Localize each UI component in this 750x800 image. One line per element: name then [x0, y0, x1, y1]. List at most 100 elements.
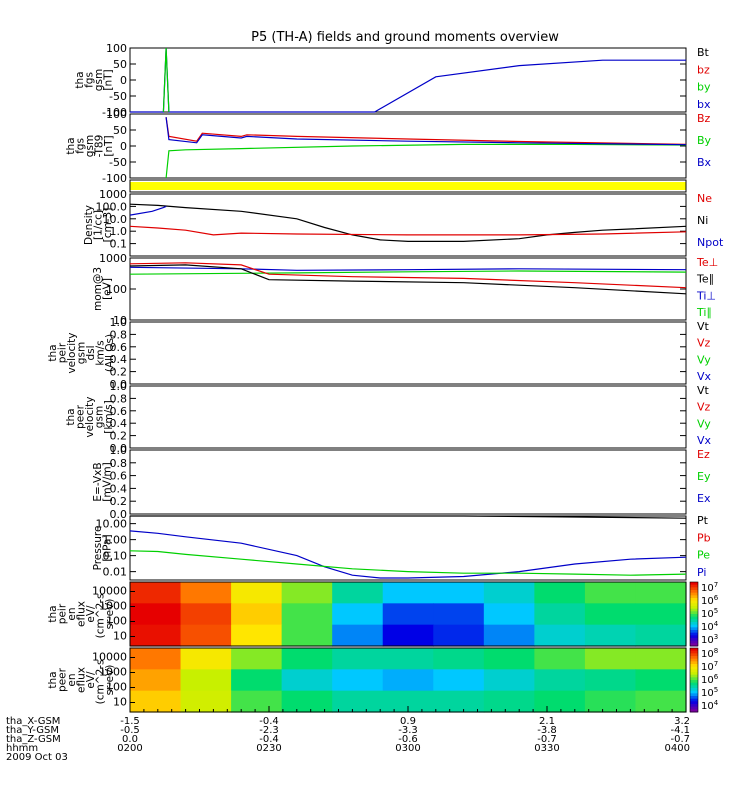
heatmap-cell [433, 669, 485, 692]
y-tick-label: 0.6 [110, 405, 128, 418]
colorbar-label: 106 [701, 673, 719, 686]
y-tick-label: 0.8 [110, 457, 128, 470]
heatmap-cell [332, 603, 384, 626]
legend-label-Pi: Pi [697, 566, 706, 579]
panel-peir-velocity: 0.00.20.40.60.81.0thapeirvelocitygsmdslk… [47, 316, 712, 391]
legend-label-Bx: Bx [697, 156, 712, 169]
legend-label-Pe: Pe [697, 549, 710, 562]
colorbar-segment [690, 650, 698, 654]
x-value-label: -0.4 [259, 716, 279, 727]
x-value-label: -0.6 [398, 734, 418, 745]
heatmap-cell [281, 624, 333, 647]
heatmap-cell [281, 690, 333, 713]
colorbar-segment [690, 590, 698, 594]
x-value-label: -1.5 [120, 716, 140, 727]
x-value-label: -4.1 [670, 725, 690, 736]
colorbar-segment [690, 685, 698, 689]
colorbar-segment [690, 627, 698, 631]
colorbar-segment [690, 622, 698, 626]
heatmap-cell [534, 648, 586, 670]
y-tick-label: 1.0 [110, 444, 128, 457]
colorbar-segment [690, 706, 698, 710]
y-tick-label: 0 [120, 74, 127, 87]
heatmap-cell [130, 603, 182, 626]
y-axis-label: fgs [84, 72, 96, 88]
y-tick-label: 10 [113, 696, 127, 709]
panel-frame [129, 321, 687, 385]
heatmap-cell [534, 603, 586, 626]
x-row-label: tha_Y-GSM [6, 725, 59, 736]
legend-label-Pb: Pb [697, 531, 711, 544]
legend-label-Bt: Bt [697, 46, 710, 59]
legend-label-Ti⊥: Ti⊥ [696, 289, 716, 302]
y-tick-label: 0.10 [103, 550, 128, 563]
heatmap-cell [281, 669, 333, 692]
y-axis-label: velocity [84, 396, 96, 437]
colorbar-segment [690, 616, 698, 620]
y-axis-label: mom@3 [92, 267, 104, 311]
heatmap-cell [382, 648, 434, 670]
heatmap-cell [433, 648, 485, 670]
series-line-Ti⊥ [129, 266, 687, 271]
heatmap-cell [635, 624, 687, 647]
legend-label-Vy: Vy [697, 417, 711, 430]
colorbar-segment [690, 592, 698, 596]
y-axis-label: -T89 [94, 135, 106, 158]
y-tick-label: 10.0 [103, 213, 128, 226]
y-axis-label: peir [57, 603, 69, 624]
y-axis-label: [km/s] [103, 400, 115, 434]
heatmap-cell [180, 690, 232, 713]
colorbar-segment [690, 598, 698, 602]
figure-title: P5 (TH-A) fields and ground moments over… [251, 30, 559, 45]
y-tick-label: 10 [113, 314, 127, 327]
legend-label-by: by [697, 81, 711, 94]
colorbar-segment [690, 635, 698, 639]
x-value-label: -3.8 [537, 725, 557, 736]
legend-label-Vz: Vz [697, 337, 711, 350]
series-line-Npot [129, 205, 167, 216]
colorbar-label: 107 [701, 660, 718, 673]
heatmap-cell [332, 582, 384, 604]
y-tick-label: 10.00 [96, 518, 128, 531]
heatmap-cell [281, 603, 333, 626]
panel-frame [129, 515, 687, 581]
heatmap-cell [584, 624, 637, 647]
y-axis-label: eflux [76, 601, 88, 627]
legend-label-Te∥: Te∥ [696, 273, 714, 286]
series-line-Ni [129, 203, 687, 242]
colorbar-segment [690, 680, 698, 684]
x-row-label: tha_X-GSM [6, 716, 60, 727]
series-line-Pe [129, 550, 687, 576]
y-tick-label: 1000 [99, 666, 127, 679]
colorbar-label: 104 [701, 620, 719, 633]
heatmap-cell [231, 624, 283, 647]
heatmap-cell [635, 582, 687, 604]
series-line-Te⊥ [129, 262, 687, 289]
y-axis-label: gsm [93, 69, 105, 91]
colorbar-segment [690, 709, 698, 713]
y-axis-label: tha [47, 671, 59, 688]
colorbar-segment [690, 669, 698, 673]
y-tick-label: 100.0 [96, 200, 128, 213]
y-axis-label: gsm [94, 406, 106, 428]
legend-label-Pt: Pt [697, 514, 709, 527]
y-tick-label: 0.2 [110, 366, 128, 379]
heatmap-cell [231, 582, 283, 604]
heatmap-cell [130, 648, 182, 670]
y-axis-label: tha [47, 605, 59, 622]
heatmap-cell [483, 690, 535, 713]
y-axis-label: en [66, 607, 78, 620]
colorbar-label: 104 [701, 699, 719, 712]
y-axis-label: [eV] [102, 278, 114, 300]
colorbar-segment [690, 603, 698, 607]
y-tick-label: 0 [120, 140, 127, 153]
x-value-label: 0300 [395, 743, 420, 754]
colorbar-segment [690, 606, 698, 610]
x-value-label: 0.9 [400, 716, 416, 727]
x-value-label: 0.0 [122, 734, 138, 745]
x-row-label: tha_Z-GSM [6, 734, 61, 745]
y-tick-label: 50 [113, 124, 127, 137]
